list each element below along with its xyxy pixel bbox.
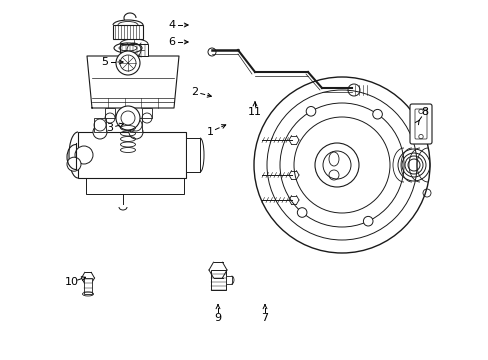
Text: 6: 6 [168,37,175,47]
Text: 11: 11 [247,107,262,117]
Bar [86,178,183,194]
Circle shape [305,107,315,116]
Text: 4: 4 [168,20,175,30]
Circle shape [253,77,429,253]
Bar [130,118,142,132]
Circle shape [93,125,107,139]
Bar [120,44,148,56]
Text: 8: 8 [421,107,427,117]
Circle shape [116,106,140,130]
Circle shape [67,157,81,171]
Circle shape [372,109,382,119]
Text: 7: 7 [261,313,268,323]
Text: 2: 2 [191,87,198,97]
Bar [78,132,185,178]
Text: 1: 1 [206,127,213,137]
Circle shape [116,51,140,75]
Bar [94,118,106,132]
Bar [185,138,200,172]
Text: 5: 5 [102,57,108,67]
Circle shape [75,146,93,164]
Bar [84,278,92,294]
Bar [105,108,115,118]
FancyBboxPatch shape [409,104,431,144]
Text: 10: 10 [65,277,79,287]
Text: 3: 3 [106,123,113,133]
Bar [225,276,231,284]
Bar [142,108,152,118]
Bar [113,25,142,39]
Text: 9: 9 [214,313,221,323]
Circle shape [363,216,372,226]
Circle shape [297,208,306,217]
Bar [210,270,225,290]
Circle shape [129,125,142,139]
Polygon shape [87,56,179,108]
